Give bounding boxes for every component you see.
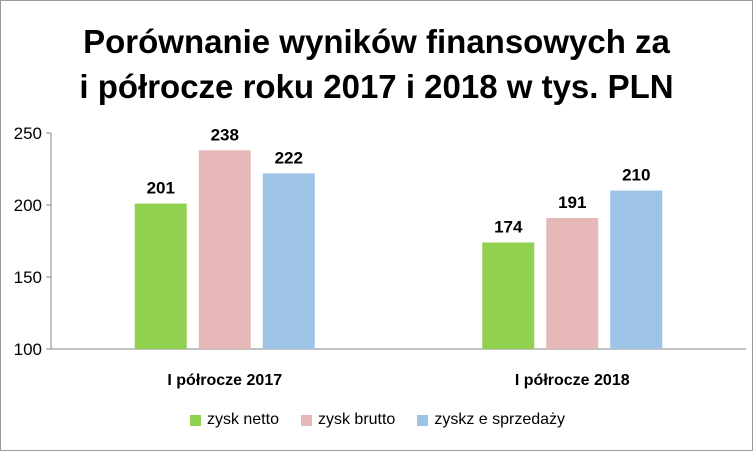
chart-title: Porównanie wyników finansowych za i półr…: [21, 19, 732, 109]
legend-item-zysk-ze-sprzedazy: zyskz e sprzedaży: [417, 411, 565, 429]
bar-zysk-netto-0: [134, 203, 187, 349]
legend-swatch-zysk-ze-sprzedazy: [417, 414, 429, 426]
bar-zysk-brutto-0: [198, 150, 251, 349]
chart-legend: zysk netto zysk brutto zyskz e sprzedaży: [1, 409, 753, 431]
legend-swatch-zysk-brutto: [300, 414, 312, 426]
chart-title-line-2: i półrocze roku 2017 i 2018 w tys. PLN: [79, 68, 674, 105]
bar-zyskz-e-sprzedaży-0: [262, 173, 315, 349]
data-label: 238: [211, 125, 239, 144]
legend-label-zysk-ze-sprzedazy: zyskz e sprzedaży: [434, 411, 566, 428]
y-tick-label: 250: [14, 124, 42, 143]
data-label: 191: [558, 193, 586, 212]
data-label: 222: [275, 148, 303, 167]
bar-zysk-brutto-1: [546, 217, 599, 349]
x-category-label: I półrocze 2017: [167, 372, 282, 389]
data-label: 210: [622, 166, 650, 185]
y-tick-label: 200: [14, 196, 42, 215]
chart-title-line-1: Porównanie wyników finansowych za: [83, 23, 670, 60]
x-category-label: I półrocze 2018: [515, 372, 630, 389]
bar-zysk-netto-1: [482, 242, 535, 349]
data-label: 201: [147, 179, 175, 198]
legend-item-zysk-brutto: zysk brutto: [300, 411, 396, 429]
legend-item-zysk-netto: zysk netto: [189, 411, 279, 429]
legend-label-zysk-netto: zysk netto: [206, 411, 279, 428]
legend-label-zysk-brutto: zysk brutto: [317, 411, 396, 428]
legend-swatch-zysk-netto: [189, 414, 201, 426]
y-tick-label: 100: [14, 340, 42, 359]
bar-zyskz-e-sprzedaży-1: [610, 190, 663, 349]
data-label: 174: [494, 217, 523, 236]
y-tick-label: 150: [14, 268, 42, 287]
